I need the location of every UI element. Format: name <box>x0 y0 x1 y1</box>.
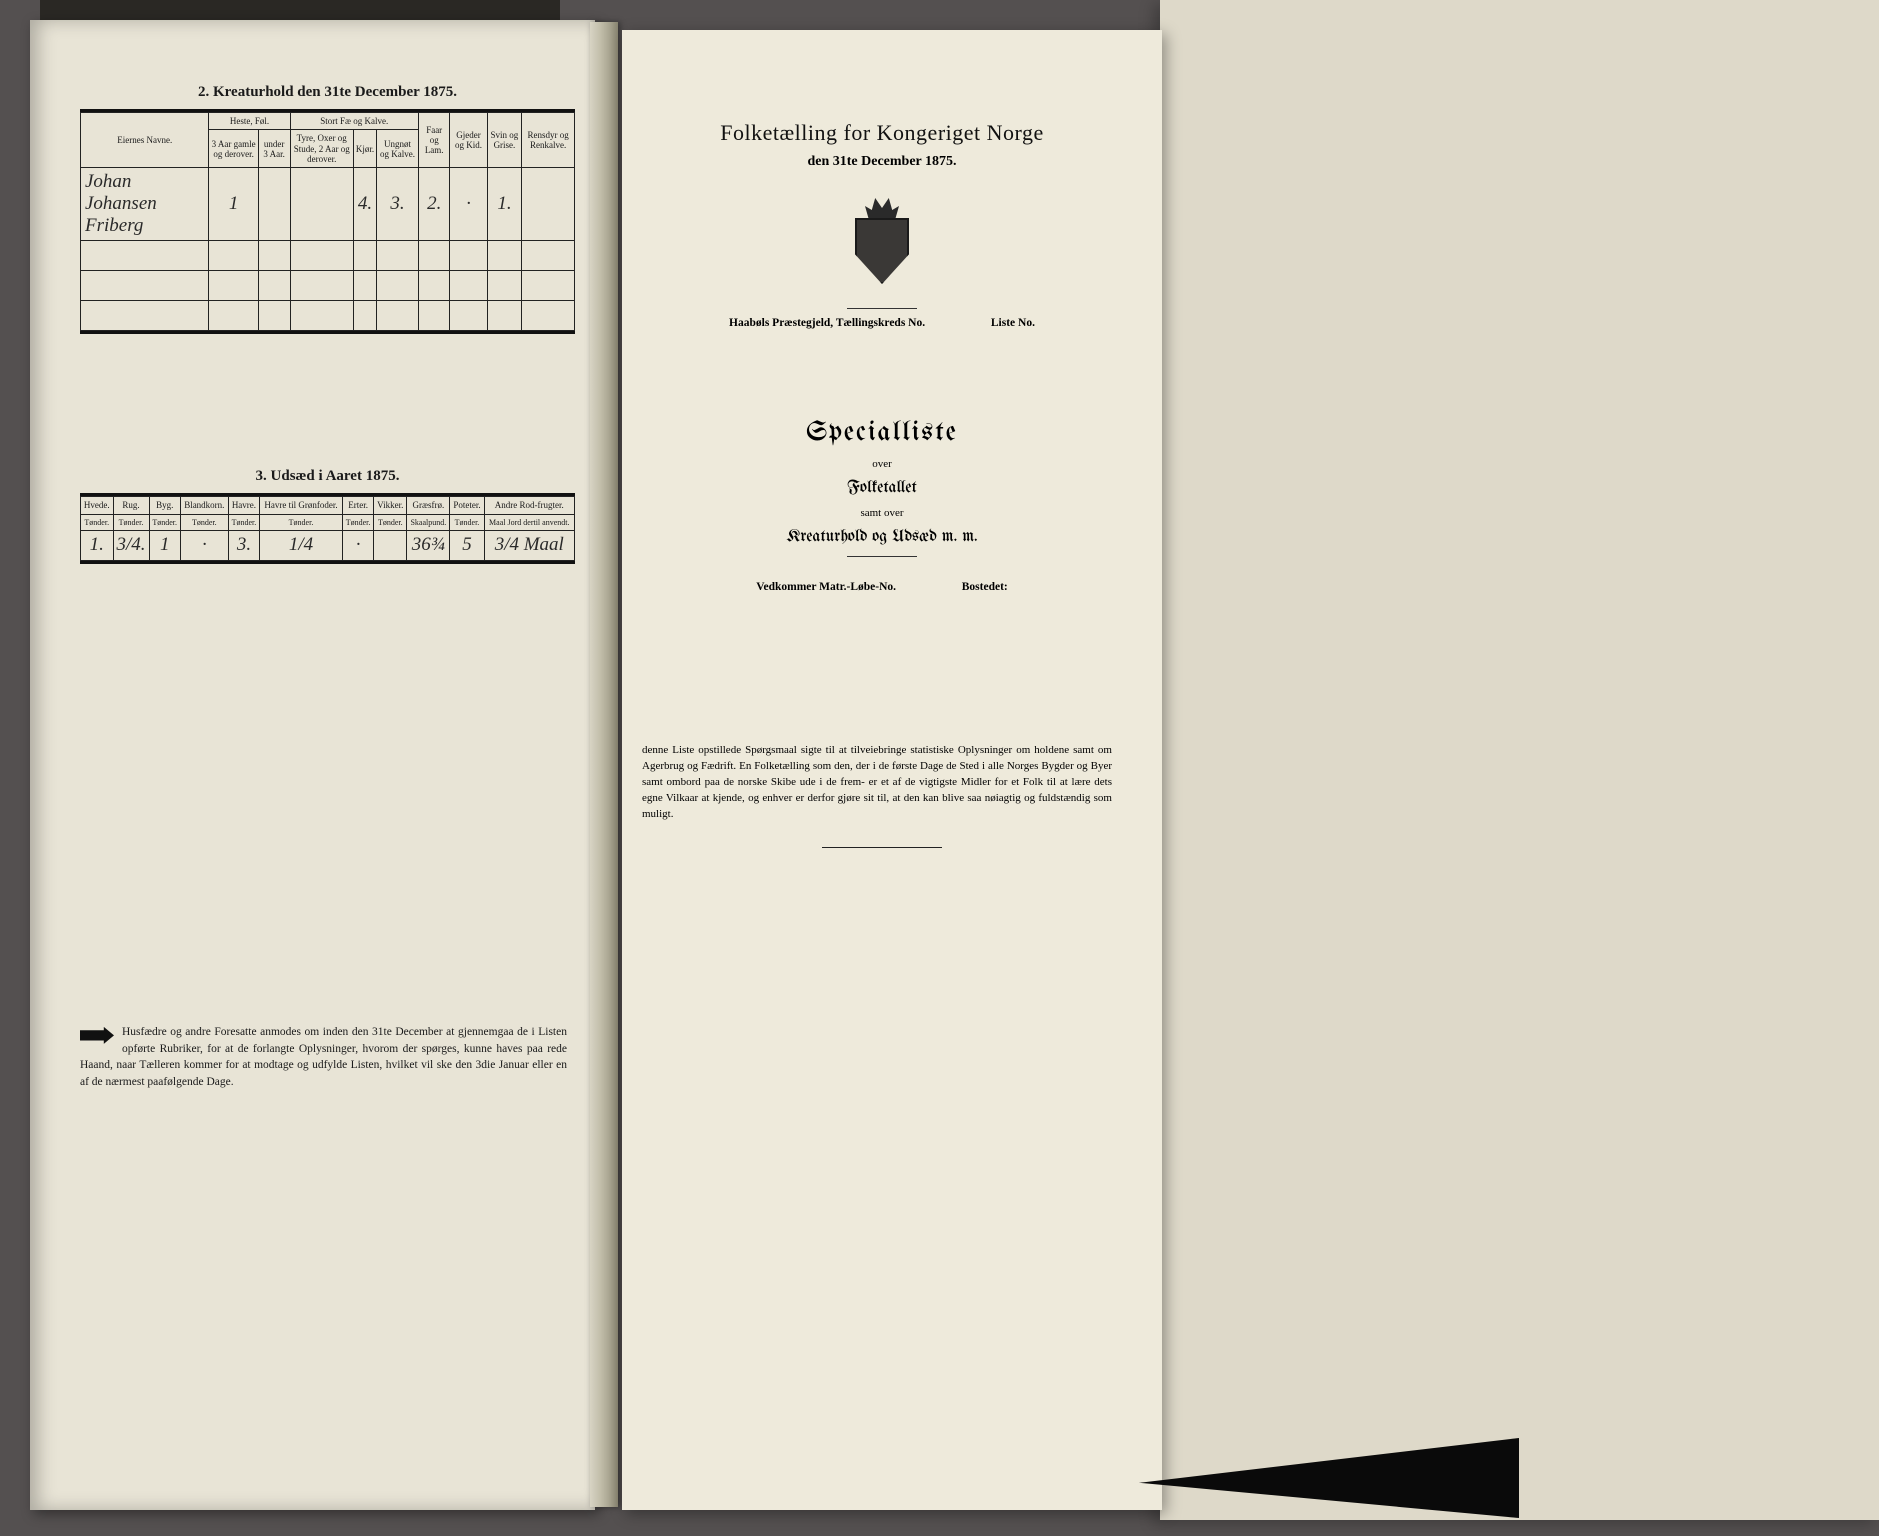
table-units-row: Tønder.Tønder.Tønder.Tønder.Tønder.Tønde… <box>81 514 575 530</box>
table-row <box>81 301 575 331</box>
table-row <box>81 271 575 301</box>
th-stort3: Ungnøt og Kalve. <box>377 130 419 168</box>
th-unit: Tønder. <box>374 514 407 530</box>
cell: 3. <box>228 530 259 560</box>
cell: 3/4. <box>113 530 149 560</box>
th-owner: Eiernes Navne. <box>81 113 209 168</box>
vedk-a: Vedkommer Matr.-Løbe-No. <box>756 581 896 593</box>
coat-of-arms-icon <box>847 198 917 290</box>
th-unit: Tønder. <box>450 514 484 530</box>
th-unit: Tønder. <box>342 514 373 530</box>
th-heste2: under 3 Aar. <box>258 130 290 168</box>
specialliste-heading: Specialliste <box>642 419 1122 448</box>
cell: 5 <box>450 530 484 560</box>
th-unit: Skaalpund. <box>407 514 450 530</box>
th-stort: Stort Fæ og Kalve. <box>290 113 418 130</box>
th-heste1: 3 Aar gamle og derover. <box>209 130 258 168</box>
th-unit: Maal Jord dertil anvendt. <box>484 514 574 530</box>
cell: 36¾ <box>407 530 450 560</box>
th-stort1: Tyre, Oxer og Stude, 2 Aar og derover. <box>290 130 353 168</box>
th-svin: Svin og Grise. <box>487 113 522 168</box>
th: Erter. <box>342 497 373 514</box>
th-faar: Faar og Lam. <box>418 113 449 168</box>
table-header-row: Hvede.Rug.Byg.Blandkorn.Havre.Havre til … <box>81 497 575 514</box>
th: Blandkorn. <box>180 497 228 514</box>
parish-a: Haabøls Præstegjeld, Tællingskreds No. <box>729 317 925 329</box>
rule <box>847 308 917 309</box>
cell: 3. <box>377 168 419 241</box>
th-unit: Tønder. <box>260 514 343 530</box>
th: Vikker. <box>374 497 407 514</box>
table-row <box>81 241 575 271</box>
bottom-paragraph: denne Liste opstillede Spørgsmaal sigte … <box>642 743 1122 823</box>
cell <box>290 168 353 241</box>
table-row: 1.3/4.1·3.1/4·36¾53/4 Maal <box>81 530 575 560</box>
right-page: Folketælling for Kongeriget Norge den 31… <box>622 30 1162 1510</box>
th-unit: Tønder. <box>81 514 114 530</box>
cell: 2. <box>418 168 449 241</box>
blank-sheet-right <box>1160 0 1879 1520</box>
cell: 3/4 Maal <box>484 530 574 560</box>
rule <box>822 847 942 848</box>
cell <box>258 168 290 241</box>
parish-line: Haabøls Præstegjeld, Tællingskreds No. L… <box>642 317 1122 329</box>
th: Andre Rod-frugter. <box>484 497 574 514</box>
cell: 1 <box>209 168 258 241</box>
folketallet-label: Folketallet <box>642 480 1122 497</box>
page-stack-edge <box>590 22 618 1507</box>
census-title: Folketælling for Kongeriget Norge <box>642 120 1122 146</box>
th: Poteter. <box>450 497 484 514</box>
cell-owner: Johan Johansen Friberg <box>81 168 209 241</box>
th-unit: Tønder. <box>228 514 259 530</box>
th-unit: Tønder. <box>113 514 149 530</box>
table-kreaturhold: Eiernes Navne. Heste, Føl. Stort Fæ og K… <box>80 112 575 331</box>
th-unit: Tønder. <box>180 514 228 530</box>
th: Havre. <box>228 497 259 514</box>
th: Rug. <box>113 497 149 514</box>
rule <box>847 556 917 557</box>
th-unit: Tønder. <box>149 514 180 530</box>
cell: 1. <box>487 168 522 241</box>
th: Havre til Grønfoder. <box>260 497 343 514</box>
over-label: over <box>642 458 1122 470</box>
cell: 1. <box>81 530 114 560</box>
left-page: 2. Kreaturhold den 31te December 1875. E… <box>30 20 595 1510</box>
parish-b: Liste No. <box>991 317 1035 329</box>
cell: 1 <box>149 530 180 560</box>
footnote-text: Husfædre og andre Foresatte anmodes om i… <box>80 1026 567 1088</box>
th-heste: Heste, Føl. <box>209 113 290 130</box>
vedkommer-line: Vedkommer Matr.-Løbe-No. Bostedet: <box>642 581 1122 593</box>
cell: · <box>342 530 373 560</box>
kreaturhold-label: Kreaturhold og Udsæd m. m. <box>642 529 1122 546</box>
th: Byg. <box>149 497 180 514</box>
section2-title: 2. Kreaturhold den 31te December 1875. <box>80 84 575 101</box>
cell: 4. <box>353 168 376 241</box>
cell: · <box>450 168 487 241</box>
th-rens: Rensdyr og Renkalve. <box>522 113 575 168</box>
th: Hvede. <box>81 497 114 514</box>
table-row: Johan Johansen Friberg 1 4. 3. 2. · 1. <box>81 168 575 241</box>
samt-over-label: samt over <box>642 507 1122 519</box>
cell <box>374 530 407 560</box>
th: Græsfrø. <box>407 497 450 514</box>
vedk-b: Bostedet: <box>962 581 1008 593</box>
cell: · <box>180 530 228 560</box>
section3-title: 3. Udsæd i Aaret 1875. <box>80 468 575 485</box>
footnote-block: Husfædre og andre Foresatte anmodes om i… <box>80 1024 575 1091</box>
cell: 1/4 <box>260 530 343 560</box>
census-date: den 31te December 1875. <box>642 154 1122 170</box>
th-stort2: Kjør. <box>353 130 376 168</box>
table-udsaed: Hvede.Rug.Byg.Blandkorn.Havre.Havre til … <box>80 496 575 561</box>
th-gjed: Gjeder og Kid. <box>450 113 487 168</box>
cell <box>522 168 575 241</box>
pointing-hand-icon <box>80 1027 114 1044</box>
